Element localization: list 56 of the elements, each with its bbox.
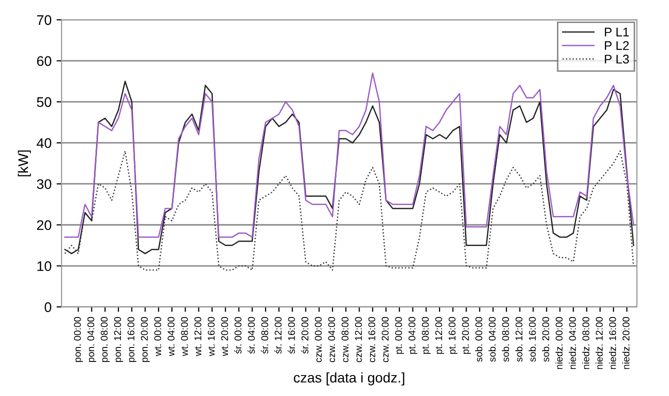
x-tick-label: czw. 20:00 <box>382 317 389 362</box>
y-tick-label: 70 <box>37 15 52 25</box>
x-tick-label: śr. 12:00 <box>274 317 282 354</box>
x-tick-label: sob. 00:00 <box>475 317 482 362</box>
x-tick-label: pon. 04:00 <box>87 317 96 362</box>
x-tick-label: czw. 12:00 <box>354 317 362 362</box>
x-tick-label: pt. 16:00 <box>448 317 458 354</box>
x-tick-label: niedz. 00:00 <box>555 317 563 369</box>
x-tick-label: wt. 20:00 <box>221 317 228 356</box>
x-tick-label: czw. 00:00 <box>314 317 322 362</box>
line-series <box>64 150 634 271</box>
x-tick-label: wt. 16:00 <box>208 317 215 356</box>
x-tick-label: pt. 04:00 <box>408 317 418 354</box>
x-tick-label: wt. 00:00 <box>154 317 162 356</box>
x-tick-label: wt. 12:00 <box>194 317 202 356</box>
x-tick-label: pt. 00:00 <box>395 317 404 354</box>
x-tick-label: sob. 12:00 <box>515 317 522 362</box>
x-tick-label: pon. 00:00 <box>74 317 83 362</box>
x-tick-label: pon. 16:00 <box>128 317 136 362</box>
x-tick-label: sob. 16:00 <box>528 317 536 362</box>
x-axis-title: czas [data i godz.] <box>294 372 404 386</box>
y-tick-label: 20 <box>37 220 52 230</box>
legend-label: P L1 <box>604 28 629 36</box>
y-tick-label: 0 <box>44 302 52 312</box>
x-tick-label: niedz. 20:00 <box>622 317 630 369</box>
y-tick-label: 10 <box>37 261 52 272</box>
x-tick-label: pt. 08:00 <box>422 317 431 354</box>
x-tick-label: wt. 08:00 <box>181 317 188 356</box>
x-tick-label: śr. 00:00 <box>234 317 242 354</box>
x-tick-label: niedz. 04:00 <box>568 317 576 369</box>
x-tick-label: sob. 04:00 <box>488 317 496 362</box>
legend-label: P L3 <box>604 54 629 64</box>
x-tick-label: pon. 08:00 <box>100 317 110 362</box>
x-tick-label: niedz. 16:00 <box>608 317 616 369</box>
x-tick-label: niedz. 08:00 <box>582 317 590 369</box>
y-tick-label: 50 <box>36 97 52 107</box>
legend-label: P L2 <box>604 41 629 50</box>
y-tick-label: 30 <box>36 179 52 190</box>
x-tick-label: sob. 20:00 <box>542 317 550 362</box>
x-tick-label: czw. 16:00 <box>368 317 376 362</box>
x-tick-label: niedz. 12:00 <box>596 317 603 369</box>
y-tick-label: 60 <box>37 56 52 66</box>
x-tick-label: wt. 04:00 <box>168 317 175 356</box>
x-tick-label: pon. 20:00 <box>140 317 150 362</box>
y-tick-label: 40 <box>36 138 52 148</box>
x-tick-label: sob. 08:00 <box>502 317 510 362</box>
x-tick-label: pon. 12:00 <box>114 317 123 362</box>
x-tick-label: śr. 20:00 <box>301 317 308 354</box>
x-tick-label: czw. 04:00 <box>328 317 336 362</box>
x-tick-label: śr. 16:00 <box>288 317 295 354</box>
y-axis-title: [kW] <box>18 150 31 176</box>
x-tick-label: śr. 08:00 <box>260 317 268 354</box>
x-tick-label: pt. 20:00 <box>462 317 471 354</box>
x-tick-label: pt. 12:00 <box>435 317 444 354</box>
x-tick-label: czw. 08:00 <box>342 317 348 362</box>
x-tick-label: śr. 04:00 <box>248 317 255 354</box>
